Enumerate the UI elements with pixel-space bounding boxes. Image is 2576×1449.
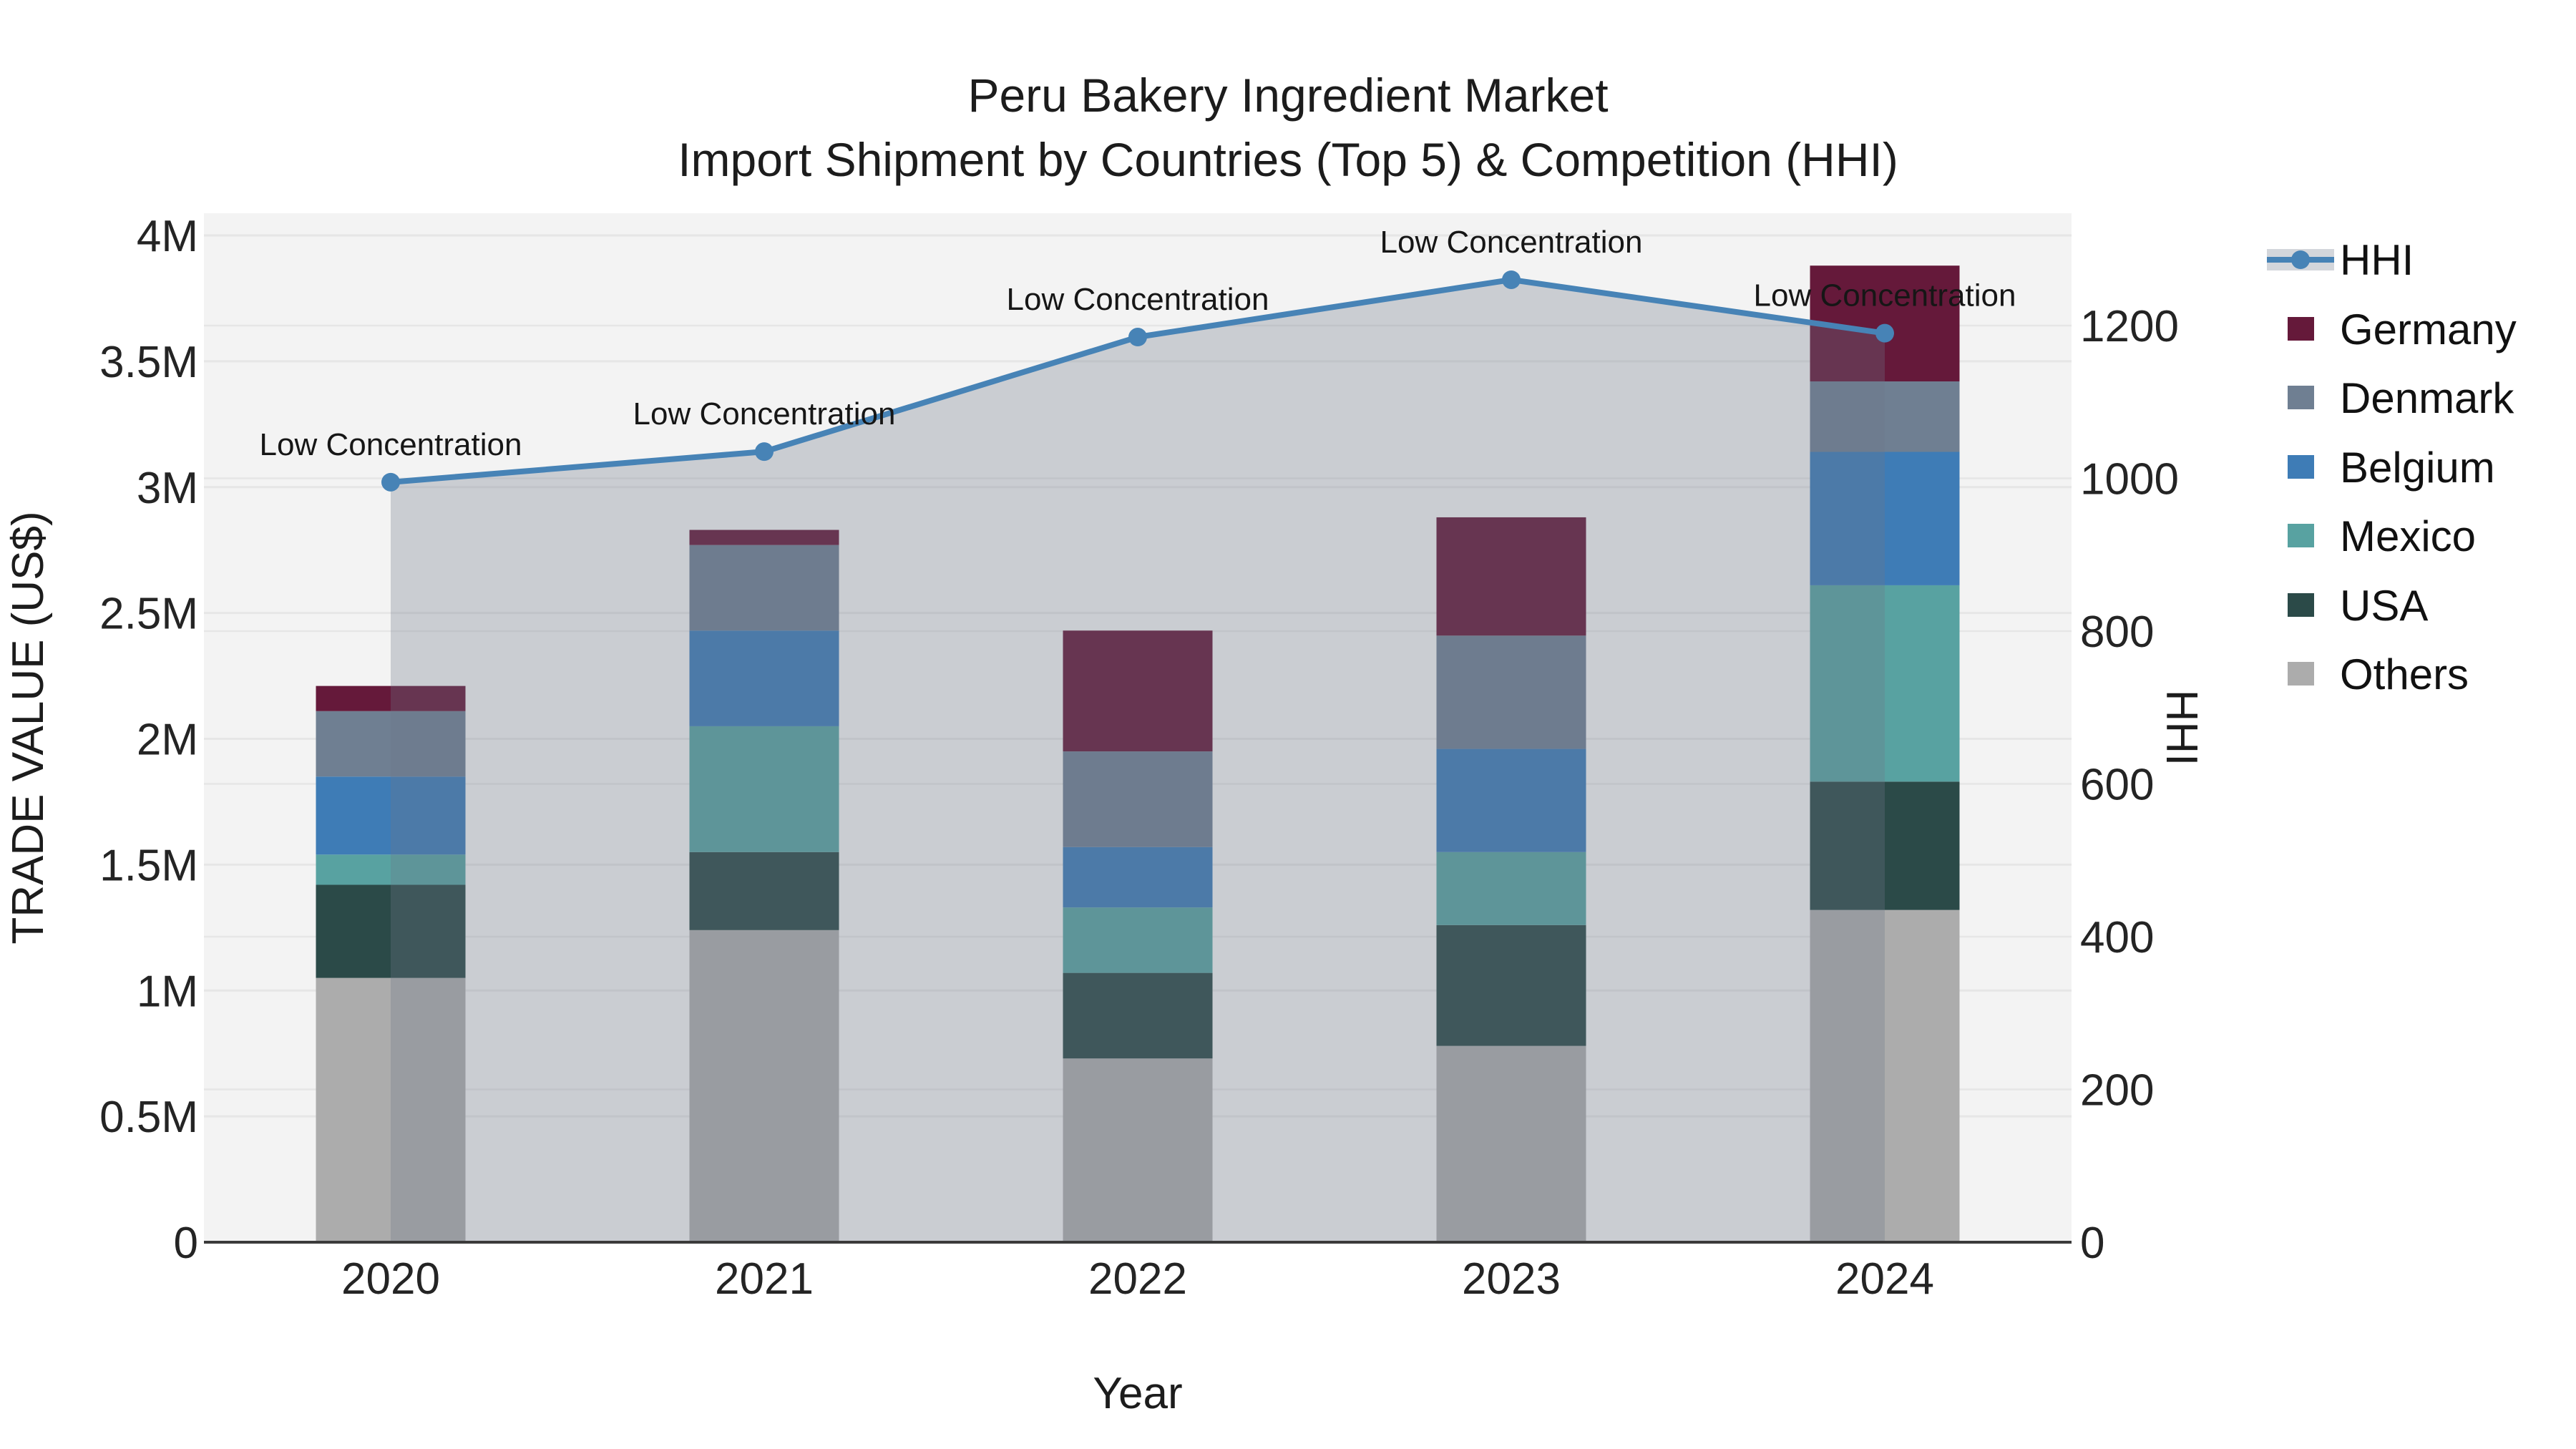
bar-segment-usa-2021[interactable] [689, 852, 839, 930]
x-axis-tick-2020: 2020 [341, 1254, 440, 1304]
bar-segment-belgium-2023[interactable] [1436, 748, 1586, 852]
legend-label-usa: USA [2340, 581, 2429, 630]
legend-item-usa[interactable]: USA [2254, 571, 2428, 640]
legend-item-others[interactable]: Others [2254, 640, 2469, 708]
bar-segment-denmark-2023[interactable] [1436, 635, 1586, 749]
bar-segment-belgium-2022[interactable] [1063, 847, 1213, 908]
bar-segment-germany-2020[interactable] [316, 686, 466, 711]
annotation-low-concentration-2022: Low Concentration [1007, 282, 1269, 317]
right-axis-tick: 0 [2080, 1219, 2104, 1268]
left-axis-tick: 1M [137, 967, 198, 1016]
bar-segment-belgium-2024[interactable] [1810, 452, 1960, 585]
bar-segment-mexico-2022[interactable] [1063, 907, 1213, 973]
annotation-low-concentration-2024: Low Concentration [1754, 278, 2016, 313]
right-axis-title: HHI [2157, 689, 2206, 766]
legend-item-mexico[interactable]: Mexico [2254, 502, 2476, 570]
legend: HHI Germany Denmark Belgium Mexico USA Others [2254, 0, 2576, 1449]
left-axis-tick: 3M [137, 464, 198, 513]
annotation-low-concentration-2021: Low Concentration [633, 396, 896, 431]
legend-item-denmark[interactable]: Denmark [2254, 364, 2514, 432]
left-axis-tick: 0.5M [99, 1093, 198, 1142]
hhi-marker-2022[interactable] [1128, 328, 1147, 347]
bar-segment-mexico-2023[interactable] [1436, 852, 1586, 925]
bar-segment-belgium-2020[interactable] [316, 776, 466, 855]
left-axis-tick: 3.5M [99, 338, 198, 387]
hhi-marker-2021[interactable] [755, 442, 774, 462]
bar-segment-mexico-2021[interactable] [689, 726, 839, 852]
bar-segment-usa-2024[interactable] [1810, 781, 1960, 910]
bar-segment-denmark-2022[interactable] [1063, 751, 1213, 847]
chart-title: Peru Bakery Ingredient Market Import Shi… [572, 63, 2004, 192]
hhi-marker-2024[interactable] [1875, 323, 1894, 343]
bar-segment-others-2022[interactable] [1063, 1058, 1213, 1242]
germany-swatch-icon [2254, 295, 2340, 364]
denmark-swatch-icon [2254, 364, 2340, 432]
hhi-line-legend-marker [2291, 250, 2310, 269]
germany-color-swatch [2288, 317, 2314, 341]
belgium-color-swatch [2288, 455, 2314, 479]
usa-color-swatch [2288, 593, 2314, 617]
bar-segment-denmark-2020[interactable] [316, 711, 466, 777]
x-axis-tick-2024: 2024 [1835, 1254, 1934, 1304]
hhi-line-legend-icon [2254, 225, 2340, 294]
annotation-low-concentration-2023: Low Concentration [1380, 225, 1643, 260]
bar-segment-others-2024[interactable] [1810, 909, 1960, 1242]
legend-item-hhi[interactable]: HHI [2254, 225, 2414, 294]
bar-segment-germany-2021[interactable] [689, 530, 839, 545]
belgium-swatch-icon [2254, 433, 2340, 502]
right-axis-tick: 1200 [2080, 302, 2179, 351]
right-axis-tick: 800 [2080, 608, 2154, 657]
bar-segment-denmark-2021[interactable] [689, 545, 839, 631]
denmark-color-swatch [2288, 386, 2314, 409]
x-axis-tick-2022: 2022 [1088, 1254, 1187, 1304]
chart-title-line2: Import Shipment by Countries (Top 5) & C… [678, 133, 1898, 186]
bar-segment-germany-2022[interactable] [1063, 630, 1213, 752]
mexico-color-swatch [2288, 524, 2314, 547]
legend-label-denmark: Denmark [2340, 374, 2514, 422]
bar-segment-mexico-2024[interactable] [1810, 585, 1960, 782]
bar-segment-denmark-2024[interactable] [1810, 381, 1960, 452]
left-axis-tick: 0 [174, 1219, 198, 1268]
legend-label-hhi: HHI [2340, 235, 2414, 284]
bar-segment-others-2021[interactable] [689, 930, 839, 1242]
right-axis-tick: 200 [2080, 1066, 2154, 1116]
bar-segment-belgium-2021[interactable] [689, 630, 839, 726]
legend-item-germany[interactable]: Germany [2254, 295, 2517, 364]
x-axis-title: Year [1093, 1369, 1183, 1418]
bar-segment-usa-2020[interactable] [316, 884, 466, 978]
right-axis-tick: 600 [2080, 761, 2154, 810]
left-axis-tick: 4M [137, 212, 198, 261]
hhi-marker-2020[interactable] [381, 472, 400, 492]
others-color-swatch [2288, 662, 2314, 686]
bar-segment-usa-2022[interactable] [1063, 972, 1213, 1059]
usa-swatch-icon [2254, 571, 2340, 640]
hhi-area-fill [391, 279, 1885, 1243]
chart-title-line1: Peru Bakery Ingredient Market [967, 69, 1609, 122]
legend-label-mexico: Mexico [2340, 512, 2477, 560]
bar-segment-others-2023[interactable] [1436, 1045, 1586, 1242]
left-axis-tick: 2.5M [99, 590, 198, 639]
bar-segment-mexico-2020[interactable] [316, 854, 466, 885]
bar-segment-germany-2023[interactable] [1436, 517, 1586, 636]
left-axis-tick: 2M [137, 716, 198, 765]
legend-label-germany: Germany [2340, 305, 2517, 353]
bar-segment-others-2020[interactable] [316, 977, 466, 1242]
right-axis-tick: 400 [2080, 913, 2154, 962]
left-axis-tick: 1.5M [99, 841, 198, 890]
hhi-marker-2023[interactable] [1502, 270, 1521, 289]
right-axis-tick: 1000 [2080, 455, 2179, 504]
left-axis-title: TRADE VALUE (US$) [4, 511, 53, 945]
legend-item-belgium[interactable]: Belgium [2254, 433, 2495, 502]
x-axis-tick-2021: 2021 [715, 1254, 814, 1304]
others-swatch-icon [2254, 640, 2340, 708]
bar-segment-usa-2023[interactable] [1436, 924, 1586, 1046]
mexico-swatch-icon [2254, 502, 2340, 570]
tick-labels: 0 0.5M 1M 1.5M 2M 2.5M 3M 3.5M 4M 0 200 400 600 800 10… [99, 212, 2179, 1304]
legend-label-belgium: Belgium [2340, 443, 2495, 492]
legend-label-others: Others [2340, 650, 2469, 698]
x-axis-tick-2023: 2023 [1462, 1254, 1561, 1304]
annotation-low-concentration-2020: Low Concentration [260, 427, 522, 462]
